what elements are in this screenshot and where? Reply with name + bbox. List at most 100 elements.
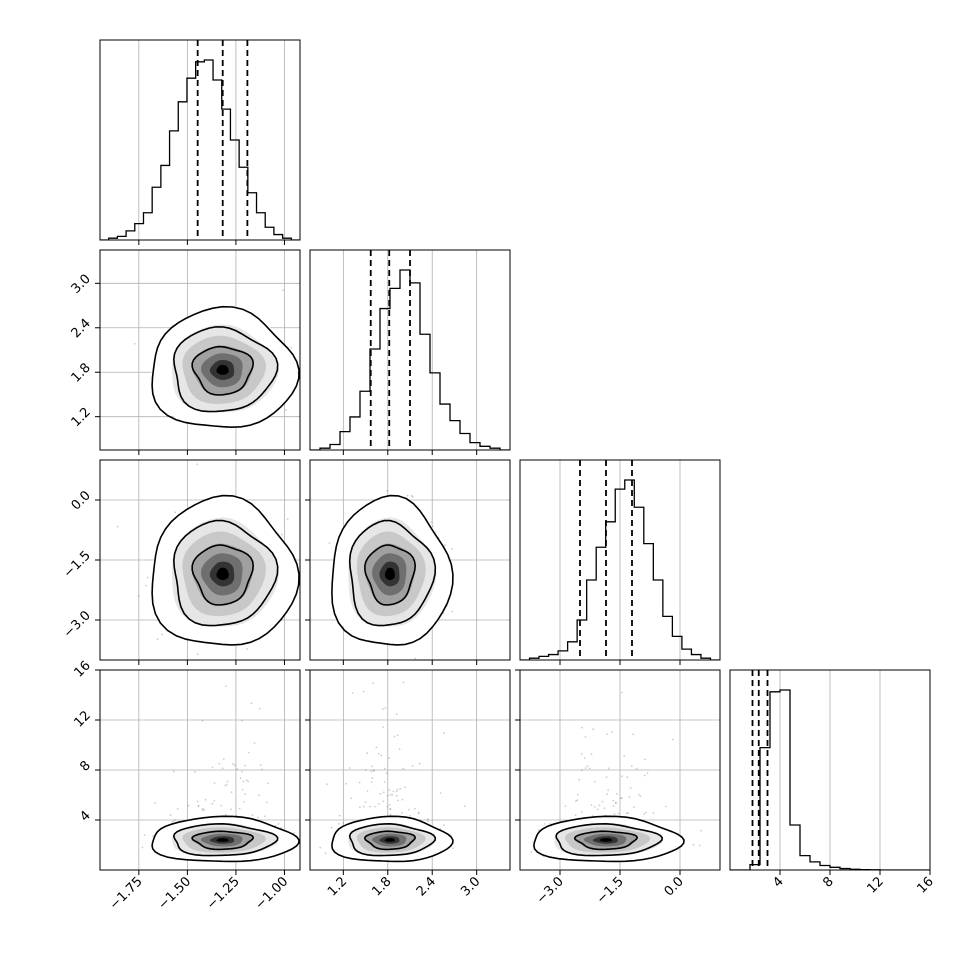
- sample-point: [375, 746, 378, 749]
- x-tick-label: 1.2: [325, 874, 350, 899]
- sample-point: [630, 765, 633, 767]
- sample-point: [628, 796, 631, 798]
- sample-point: [197, 804, 200, 807]
- sample-point: [366, 752, 369, 755]
- sample-point: [263, 815, 266, 818]
- sample-point: [218, 762, 221, 765]
- x-tick-label: 3.0: [458, 874, 483, 899]
- sample-point: [395, 790, 398, 793]
- y-tick-label: 2.4: [69, 316, 94, 341]
- sample-point: [242, 780, 245, 783]
- sample-point: [253, 742, 256, 744]
- contour-line: [348, 822, 437, 857]
- sample-point: [386, 805, 389, 808]
- sample-point: [366, 790, 369, 792]
- sample-point: [285, 409, 287, 411]
- sample-point: [250, 702, 253, 705]
- sample-point: [430, 521, 433, 523]
- scatter-panel-2-1: 1.2 1.8 2.4 3.0: [69, 249, 301, 455]
- sample-point: [411, 765, 414, 767]
- scatter-panel-3-2: [305, 459, 511, 665]
- sample-point: [371, 765, 373, 768]
- panel-content: [310, 460, 510, 660]
- sample-point: [224, 813, 227, 816]
- density-contours: [150, 305, 300, 429]
- x-tick-label: 8: [820, 874, 836, 890]
- sample-point: [348, 767, 351, 769]
- sample-point: [389, 804, 391, 806]
- sample-point: [463, 805, 466, 808]
- histogram-panel-4: 4 8 12 16: [729, 669, 937, 897]
- sample-point: [603, 807, 606, 810]
- sample-point: [643, 774, 646, 777]
- histogram-panel-2: [309, 249, 511, 455]
- sample-point: [257, 816, 259, 819]
- x-tick-label: −1.75: [107, 874, 146, 913]
- density-fill-level: [216, 364, 229, 375]
- sample-point: [652, 812, 655, 814]
- sample-point: [451, 548, 453, 550]
- contour-line: [533, 815, 685, 863]
- sample-point: [282, 289, 284, 292]
- y-tick-label: −3.0: [61, 608, 94, 641]
- density-contours: [330, 815, 454, 863]
- sample-point: [530, 851, 533, 853]
- sample-point: [632, 733, 635, 736]
- sample-point: [224, 784, 227, 787]
- sample-point: [196, 800, 199, 803]
- sample-point: [359, 806, 361, 808]
- panel-content: [310, 250, 510, 450]
- sample-point: [258, 707, 261, 710]
- sample-point: [633, 806, 635, 808]
- sample-point: [204, 798, 207, 801]
- x-tick-label: −1.00: [253, 874, 292, 913]
- sample-point: [146, 576, 149, 579]
- y-tick-label: 3.0: [69, 272, 94, 297]
- sample-point: [261, 768, 264, 771]
- sample-point: [418, 762, 421, 765]
- sample-point: [411, 495, 414, 498]
- sample-point: [251, 814, 254, 817]
- sample-point: [388, 789, 391, 792]
- sample-point: [620, 691, 623, 694]
- sample-point: [169, 814, 172, 817]
- sample-point: [627, 812, 629, 815]
- sample-point: [629, 787, 632, 790]
- density-fill-level: [216, 567, 229, 581]
- histogram-step: [100, 59, 300, 240]
- contour-line: [364, 830, 417, 851]
- density-contours: [150, 815, 300, 863]
- scatter-panel-4-2: 1.2 1.8 2.4 3.0: [305, 669, 511, 899]
- contour-line: [331, 815, 454, 863]
- sample-point: [382, 726, 385, 728]
- x-tick-label: 0.0: [662, 874, 687, 899]
- sample-point: [389, 808, 392, 811]
- sample-point: [590, 753, 593, 756]
- contour-line: [191, 544, 255, 606]
- sample-point: [414, 657, 417, 660]
- sample-point: [443, 732, 445, 735]
- scatter-panel-3-1: −3.0 −1.5 0.0: [61, 459, 301, 665]
- sample-point: [286, 518, 289, 520]
- sample-point: [383, 781, 386, 783]
- sample-point: [338, 822, 340, 825]
- scatter-panel-4-3: −3.0 −1.5 0.0: [515, 669, 721, 907]
- sample-point: [290, 346, 293, 349]
- sample-point: [402, 767, 405, 770]
- sample-point: [665, 805, 667, 808]
- sample-point: [402, 681, 405, 684]
- sample-point: [243, 801, 246, 803]
- x-tick-label: −1.5: [594, 874, 627, 907]
- sample-point: [395, 795, 398, 797]
- sample-point: [598, 804, 601, 807]
- sample-point: [377, 803, 380, 805]
- sample-point: [338, 814, 341, 817]
- sample-point: [246, 648, 249, 650]
- sample-point: [584, 757, 586, 759]
- sample-point: [222, 758, 225, 760]
- sample-point: [221, 767, 224, 770]
- sample-point: [593, 806, 596, 808]
- sample-point: [196, 463, 199, 466]
- density-fill-level: [599, 838, 613, 842]
- sample-point: [211, 802, 214, 805]
